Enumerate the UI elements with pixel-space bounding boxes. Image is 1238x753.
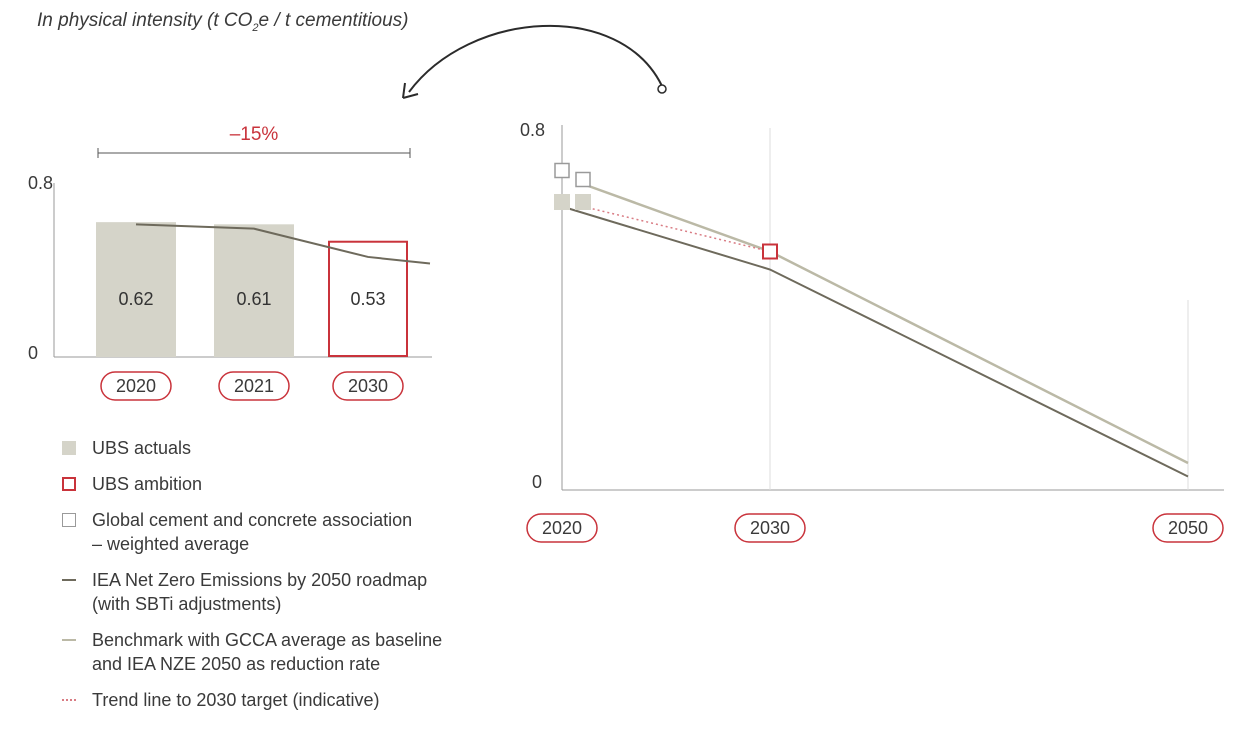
left-xtick-2030: 2030 xyxy=(348,376,388,396)
right-ambition-marker-2030 xyxy=(763,245,777,259)
connector-dot xyxy=(658,85,666,93)
left-xtick-2021: 2021 xyxy=(234,376,274,396)
legend: UBS actuals UBS ambition Global cement a… xyxy=(62,436,522,724)
connector-arrow xyxy=(409,26,662,92)
right-xtick-2030: 2030 xyxy=(750,518,790,538)
left-bar-label-2020: 0.62 xyxy=(118,289,153,309)
legend-swatch-trend xyxy=(62,699,76,701)
right-ytick-0-8: 0.8 xyxy=(520,120,545,140)
right-benchmark-line xyxy=(583,184,1188,463)
left-xtick-2020: 2020 xyxy=(116,376,156,396)
legend-item-actuals: UBS actuals xyxy=(62,436,522,460)
reduction-label: –15% xyxy=(230,124,279,145)
legend-swatch-actuals xyxy=(62,441,76,455)
right-xtick-2020: 2020 xyxy=(542,518,582,538)
legend-swatch-benchmark xyxy=(62,639,76,641)
left-bar-label-2030: 0.53 xyxy=(350,289,385,309)
right-xtick-2050: 2050 xyxy=(1168,518,1208,538)
legend-item-gcca: Global cement and concrete association –… xyxy=(62,508,522,556)
left-ytick-0: 0 xyxy=(28,343,38,363)
right-gcca-marker-2021 xyxy=(576,173,590,187)
right-iea-line xyxy=(562,207,1188,477)
right-gcca-marker-2020 xyxy=(555,164,569,178)
right-trend-line xyxy=(583,207,770,252)
left-bar-label-2021: 0.61 xyxy=(236,289,271,309)
right-ytick-0: 0 xyxy=(532,472,542,492)
legend-item-iea: IEA Net Zero Emissions by 2050 roadmap (… xyxy=(62,568,522,616)
legend-swatch-ambition xyxy=(62,477,76,491)
legend-item-trend: Trend line to 2030 target (indicative) xyxy=(62,688,522,712)
left-ytick-0-8: 0.8 xyxy=(28,173,53,193)
legend-swatch-iea xyxy=(62,579,76,581)
right-actual-marker-2020 xyxy=(554,194,570,210)
right-actual-marker-2021 xyxy=(575,194,591,210)
legend-item-ambition: UBS ambition xyxy=(62,472,522,496)
legend-swatch-gcca xyxy=(62,513,76,527)
legend-item-benchmark: Benchmark with GCCA average as baseline … xyxy=(62,628,522,676)
